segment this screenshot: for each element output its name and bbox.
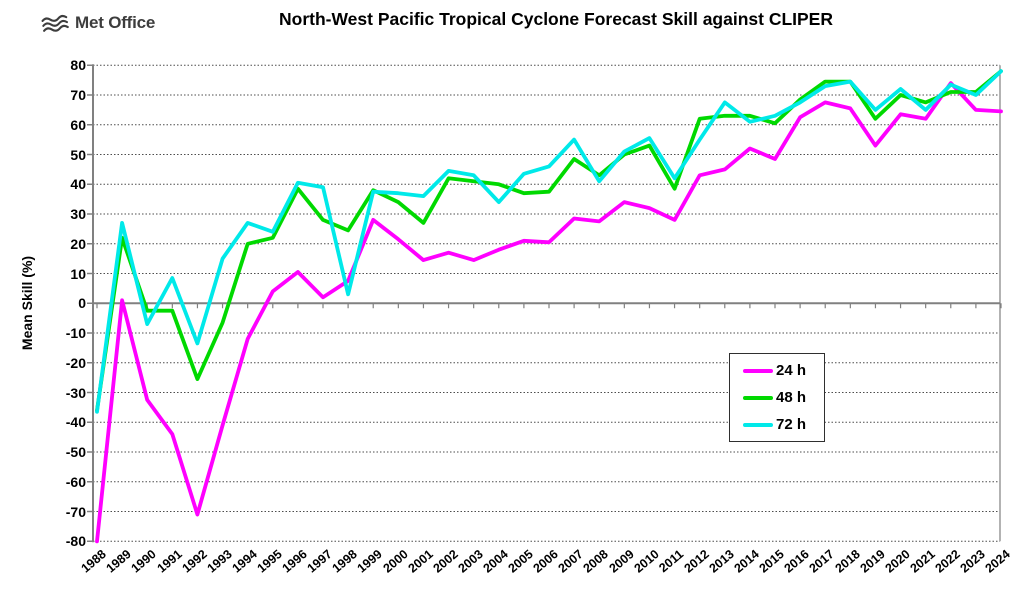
- y-tick-label: -50: [65, 444, 86, 460]
- y-tick-label: 50: [70, 146, 86, 163]
- y-tick-label: 80: [70, 57, 86, 74]
- met-office-logo: Met Office: [40, 12, 155, 34]
- y-tick-label: -40: [65, 414, 86, 431]
- legend-label: 48 h: [776, 389, 807, 406]
- chart-title: North-West Pacific Tropical Cyclone Fore…: [279, 9, 833, 29]
- legend: 24 h 48 h 72 h: [729, 353, 825, 442]
- legend-item-48h: 48 h: [730, 388, 824, 408]
- legend-swatch: [743, 395, 773, 400]
- y-tick-label: 60: [70, 116, 86, 133]
- y-tick-label: 20: [70, 235, 86, 252]
- y-tick-label: -70: [65, 503, 86, 520]
- met-office-waves-icon: [41, 14, 69, 32]
- y-tick-label: 40: [70, 176, 86, 193]
- y-tick-label: -10: [65, 325, 86, 341]
- y-tick-label: -60: [65, 473, 86, 490]
- legend-item-24h: 24 h: [730, 361, 824, 381]
- series-line-72h: [95, 69, 1003, 414]
- y-tick-label: -20: [65, 354, 86, 371]
- legend-label: 72 h: [776, 416, 807, 433]
- y-tick-label: 0: [78, 295, 86, 312]
- series-line-24h: [95, 81, 1003, 544]
- y-tick-label: 70: [70, 87, 86, 103]
- y-tick-label: -30: [65, 384, 86, 401]
- y-tick-label: -80: [65, 533, 86, 550]
- legend-item-72h: 72 h: [730, 415, 824, 435]
- legend-label: 24 h: [776, 362, 807, 379]
- y-tick-label: 30: [70, 206, 86, 222]
- legend-swatch: [743, 368, 773, 373]
- met-office-logo-text: Met Office: [75, 13, 156, 32]
- y-tick-label: 10: [70, 265, 86, 282]
- legend-swatch: [743, 422, 773, 427]
